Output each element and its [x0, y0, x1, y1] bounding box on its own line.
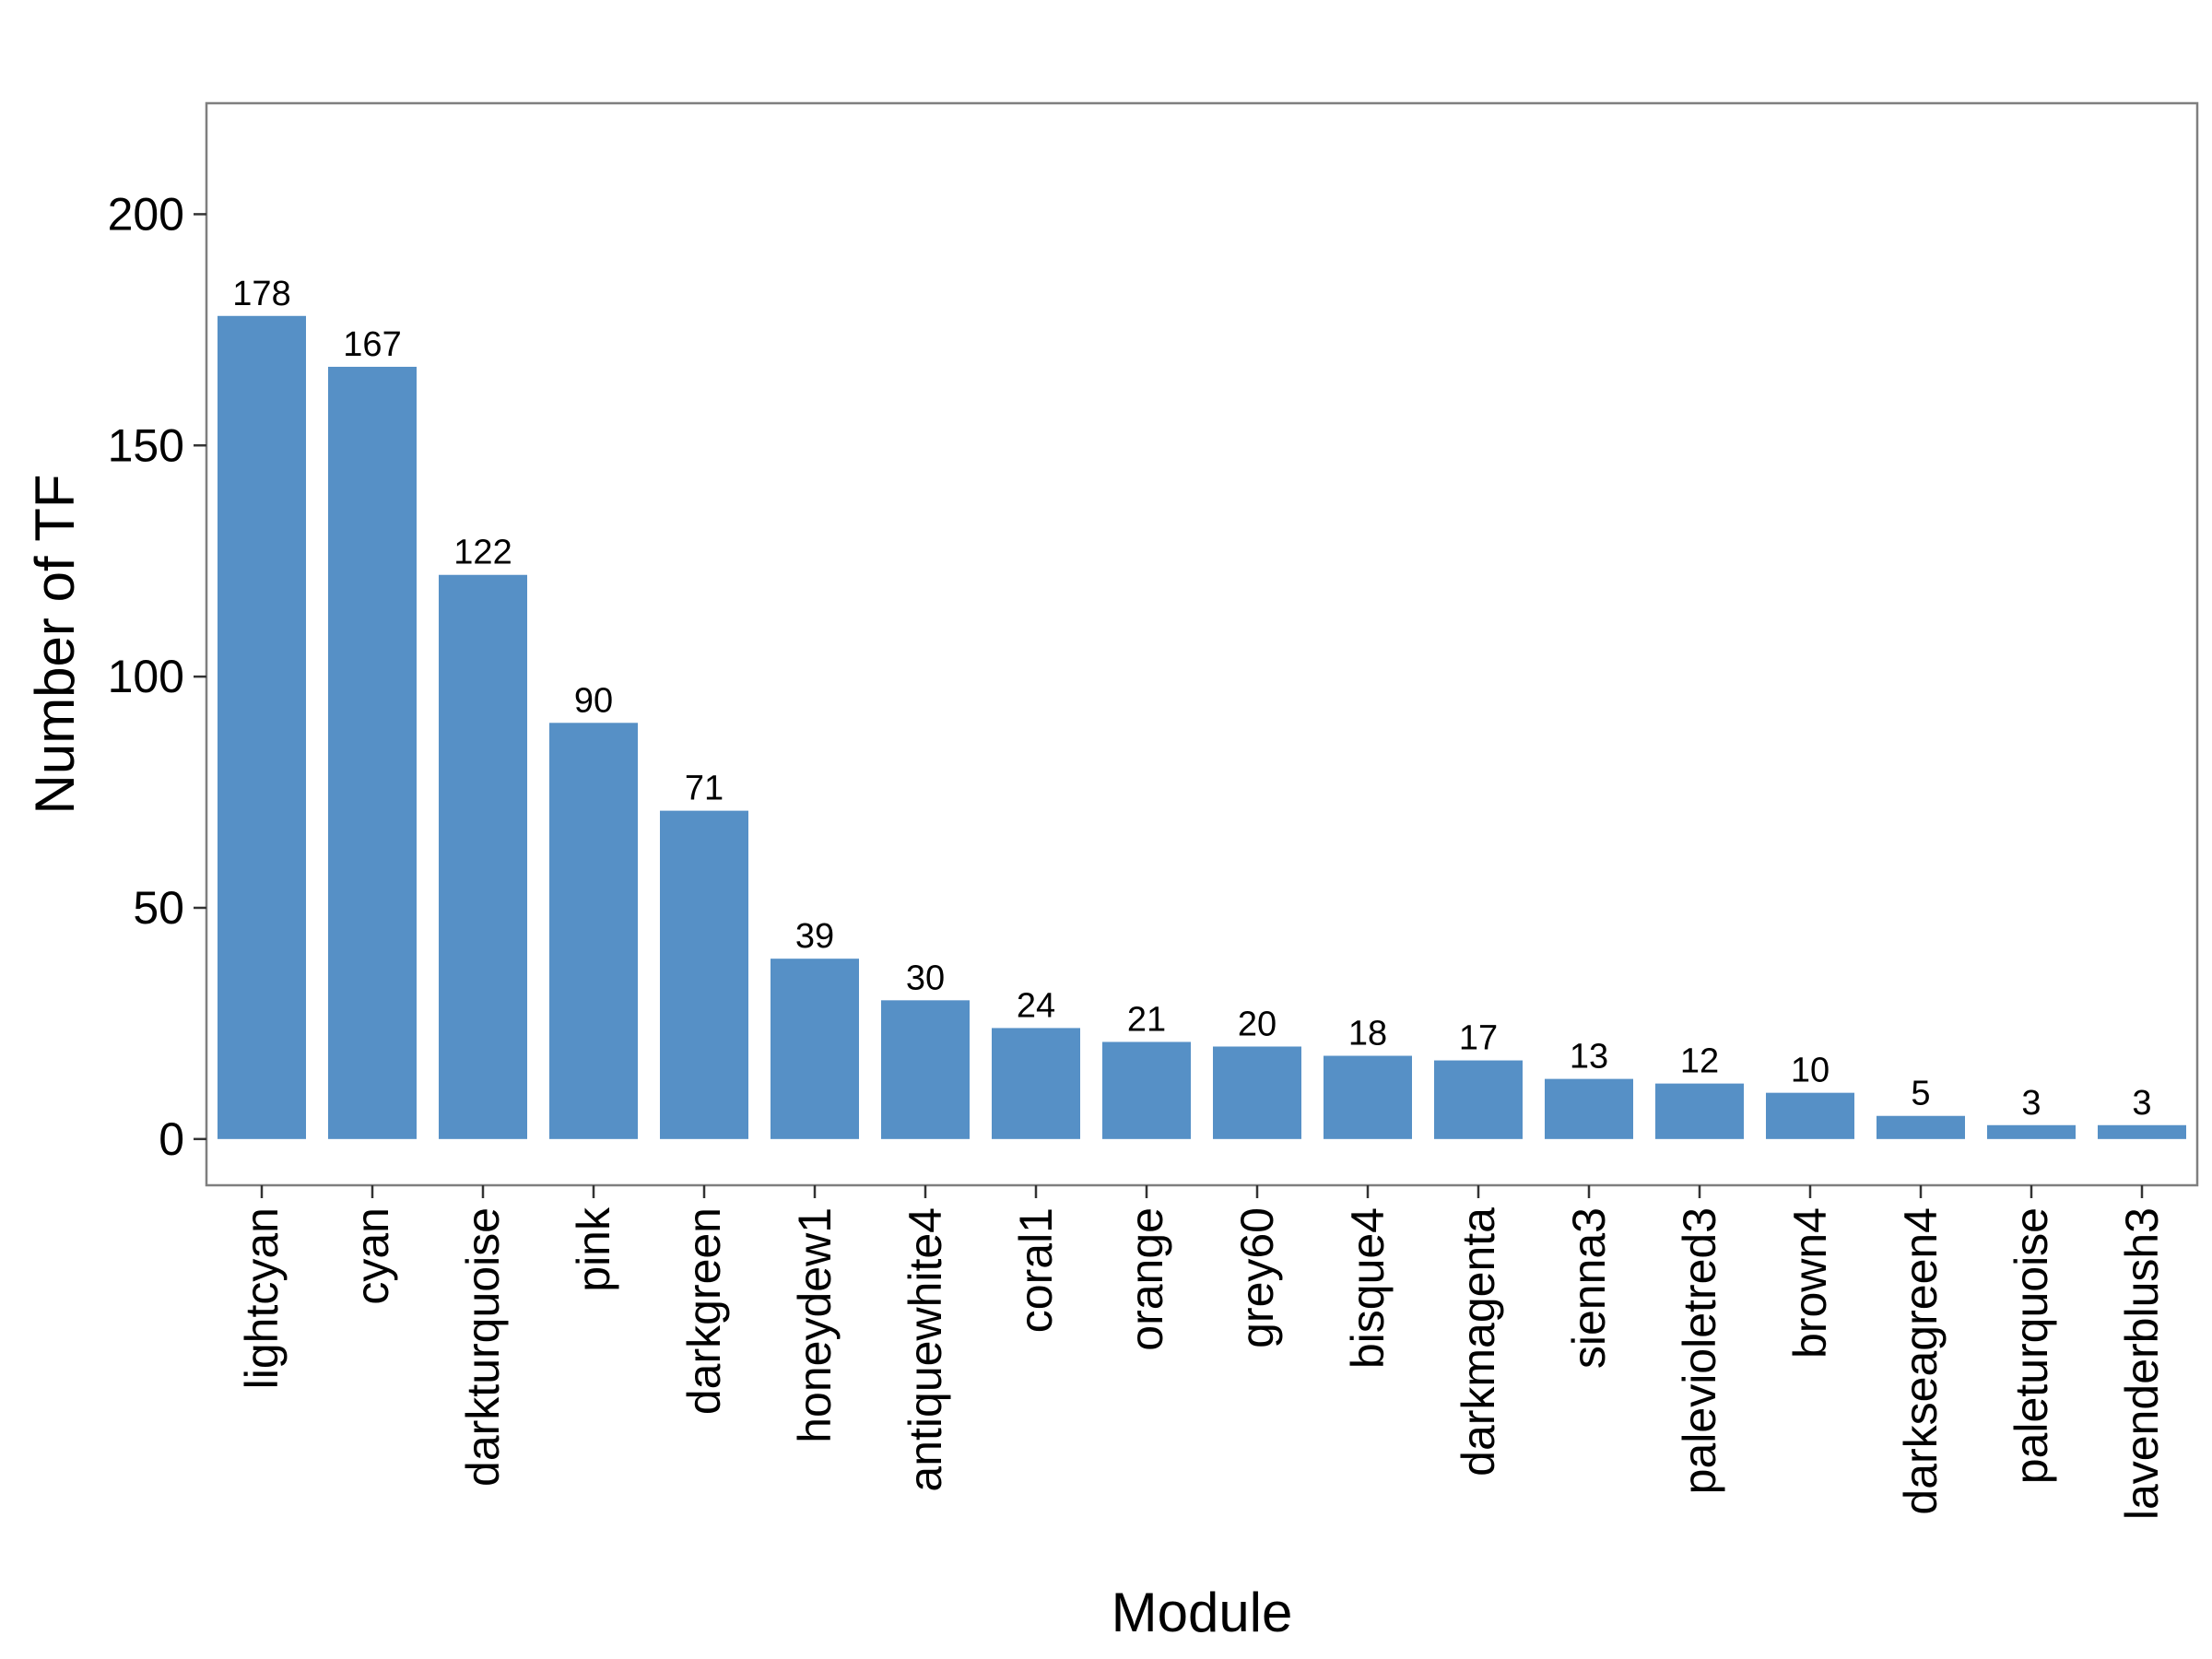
- bar-darkseagreen4: [1877, 1115, 1965, 1139]
- bar-value-label: 167: [343, 325, 401, 364]
- plot-panel: [205, 101, 2199, 1187]
- bar-value-label: 18: [1348, 1015, 1387, 1053]
- bar-lightcyan: [218, 315, 306, 1139]
- x-axis: lightcyan cyan darkturquoise pink darkgreen h…: [236, 1185, 2168, 1520]
- bar-palevioletred3: [1655, 1083, 1744, 1139]
- bar-darkmagenta: [1434, 1060, 1523, 1139]
- bar-bisque4: [1324, 1055, 1412, 1139]
- bar-lavenderblush3: [2098, 1124, 2186, 1139]
- bar-value-label: 17: [1459, 1019, 1498, 1058]
- x-tick-label: darkmagenta: [1453, 1207, 1504, 1477]
- bar-value-label: 10: [1791, 1052, 1830, 1090]
- bar-value-label: 3: [2021, 1084, 2041, 1123]
- y-tick-label: 200: [108, 188, 184, 240]
- bar-value-label: 24: [1017, 986, 1055, 1025]
- x-tick-label: grey60: [1231, 1207, 1283, 1348]
- x-tick-label: lightcyan: [236, 1207, 288, 1389]
- bar-antiquewhite4: [881, 1000, 970, 1139]
- bar-pink: [549, 723, 638, 1139]
- bar-value-label: 39: [795, 917, 834, 956]
- bar-darkturquoise: [439, 574, 527, 1139]
- y-tick-label: 0: [159, 1113, 184, 1165]
- x-tick-label: pink: [568, 1206, 619, 1292]
- bar-orange: [1102, 1041, 1191, 1139]
- bar-sienna3: [1545, 1078, 1633, 1139]
- bar-value-label: 122: [453, 534, 512, 572]
- bar-value-label: 13: [1570, 1038, 1608, 1077]
- bars: 178 167 122 90 71 39 30 24 21 20 18 17 13 12 10 5 3 3: [218, 275, 2186, 1139]
- bar-value-label: 20: [1238, 1005, 1277, 1043]
- x-tick-label: bisque4: [1342, 1207, 1394, 1369]
- x-tick-label: darkgreen: [678, 1207, 730, 1415]
- bar-darkgreen: [660, 810, 748, 1139]
- bar-value-label: 30: [906, 959, 945, 997]
- bar-paleturquoise: [1987, 1124, 2076, 1139]
- x-tick-label: brown4: [1784, 1207, 1836, 1359]
- bar-value-label: 3: [2132, 1084, 2151, 1123]
- bar-value-label: 5: [1911, 1075, 1930, 1113]
- y-tick-label: 100: [108, 651, 184, 702]
- bar-value-label: 178: [232, 275, 290, 313]
- x-tick-label: antiquewhite4: [900, 1207, 951, 1492]
- x-axis-title: Module: [1112, 1582, 1293, 1643]
- y-axis-title: Number of TF: [24, 475, 86, 815]
- bar-grey60: [1213, 1046, 1301, 1139]
- y-tick-label: 50: [133, 882, 184, 934]
- x-tick-label: coral1: [1010, 1207, 1062, 1333]
- bar-value-label: 71: [685, 770, 724, 808]
- bar-value-label: 21: [1127, 1000, 1166, 1039]
- x-tick-label: cyan: [347, 1207, 398, 1305]
- x-tick-label: palevioletred3: [1674, 1207, 1725, 1494]
- x-tick-label: sienna3: [1563, 1207, 1615, 1369]
- y-axis: 0 50 100 150 200: [108, 188, 206, 1165]
- x-tick-label: darkseagreen4: [1895, 1207, 1947, 1515]
- bar-honeydew1: [771, 959, 859, 1139]
- bar-brown4: [1766, 1092, 1854, 1139]
- bar-value-label: 90: [574, 681, 613, 720]
- y-tick-label: 150: [108, 419, 184, 471]
- bar-cyan: [328, 366, 417, 1139]
- x-tick-label: darkturquoise: [457, 1207, 509, 1487]
- x-tick-label: orange: [1121, 1207, 1172, 1351]
- bar-value-label: 12: [1680, 1042, 1719, 1081]
- x-tick-label: lavenderblush3: [2116, 1207, 2168, 1520]
- bar-coral1: [992, 1028, 1080, 1139]
- x-tick-label: honeydew1: [789, 1207, 841, 1443]
- x-tick-label: paleturquoise: [2006, 1207, 2057, 1484]
